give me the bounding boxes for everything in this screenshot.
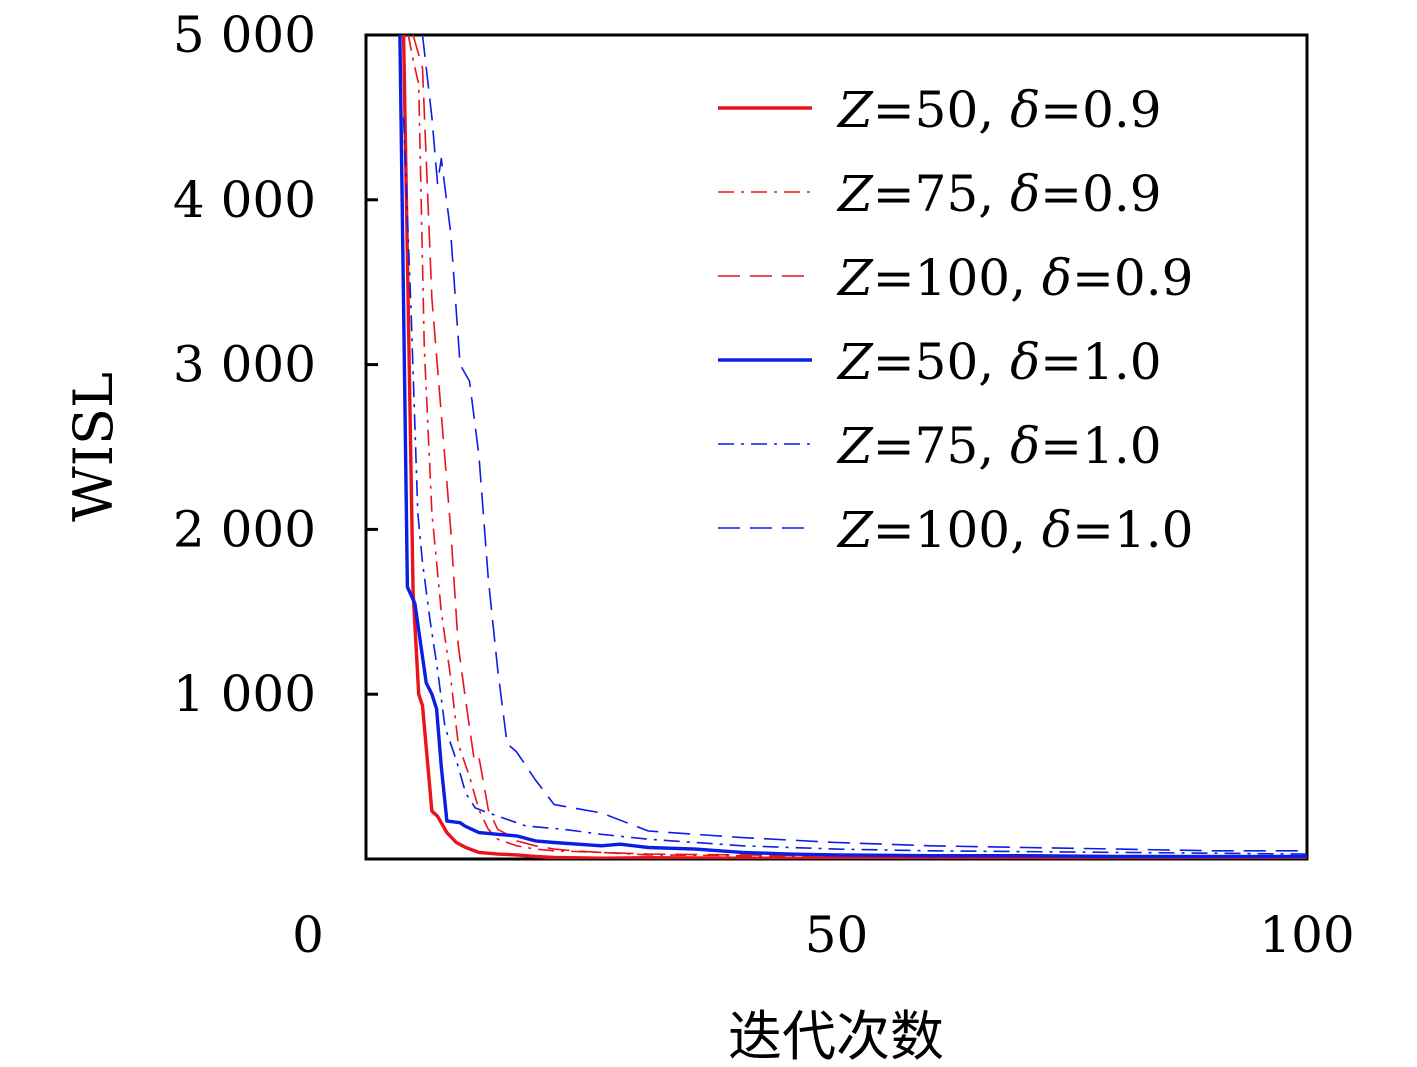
legend-label-part: =100, (873, 501, 1042, 559)
axis-ticks: 1 000 2 000 3 000 4 000 5 000 0 50 100 (173, 6, 1355, 964)
legend-label-part: δ (1010, 165, 1040, 223)
legend-label-part: δ (1010, 81, 1040, 139)
legend-label-part: =100, (873, 249, 1042, 307)
legend-label-part: δ (1010, 417, 1040, 475)
legend-label-part: =1.0 (1072, 501, 1193, 559)
legend-label-part: =75, (873, 417, 1010, 475)
y-tick-label: 4 000 (173, 171, 316, 229)
legend-label-part: Z (836, 333, 874, 391)
series-line-4 (398, 35, 1307, 859)
legend-label-part: =50, (873, 333, 1010, 391)
legend-label-part: =0.9 (1040, 165, 1161, 223)
legend-label-part: Z (836, 417, 874, 475)
y-tick-label: 5 000 (173, 6, 316, 64)
legend-label-part: δ (1042, 249, 1072, 307)
legend-label-part: =50, (873, 81, 1010, 139)
legend-label-part: δ (1042, 501, 1072, 559)
legend-label-part: Z (836, 81, 874, 139)
legend-label-part: Z (836, 501, 874, 559)
legend-label-part: =75, (873, 165, 1010, 223)
legend-label-part: =0.9 (1040, 81, 1161, 139)
legend-label-part: =1.0 (1040, 333, 1161, 391)
legend-label-1: Z=50, δ=0.9 (836, 81, 1162, 139)
legend-label-part: Z (836, 249, 874, 307)
series-line-5 (402, 117, 1307, 855)
legend-label-5: Z=75, δ=1.0 (836, 417, 1162, 475)
series-line-2 (407, 35, 1307, 859)
y-tick-label: 2 000 (173, 500, 316, 558)
legend-label-part: Z (836, 165, 874, 223)
plot-frame (364, 33, 1309, 861)
legend-label-3: Z=100, δ=0.9 (836, 249, 1193, 307)
x-tick-label: 100 (1259, 906, 1354, 964)
y-tick-label: 1 000 (173, 665, 316, 723)
x-tick-label: 0 (292, 906, 324, 964)
series-line-6 (421, 35, 1307, 852)
x-tick-label: 50 (805, 906, 869, 964)
legend-label-part: δ (1010, 333, 1040, 391)
legend-label-part: =1.0 (1040, 417, 1161, 475)
legend-label-6: Z=100, δ=1.0 (836, 501, 1193, 559)
legend-label-4: Z=50, δ=1.0 (836, 333, 1162, 391)
y-axis-label: WISL (62, 372, 125, 522)
legend-label-part: =0.9 (1072, 249, 1193, 307)
series-lines (398, 35, 1307, 859)
series-line-3 (412, 35, 1307, 859)
legend: Z=50, δ=0.9Z=75, δ=0.9Z=100, δ=0.9Z=50, … (718, 81, 1193, 559)
series-line-1 (401, 35, 1307, 859)
x-axis-label: 迭代次数 (728, 1005, 944, 1067)
legend-label-2: Z=75, δ=0.9 (836, 165, 1162, 223)
y-tick-label: 3 000 (173, 336, 316, 394)
